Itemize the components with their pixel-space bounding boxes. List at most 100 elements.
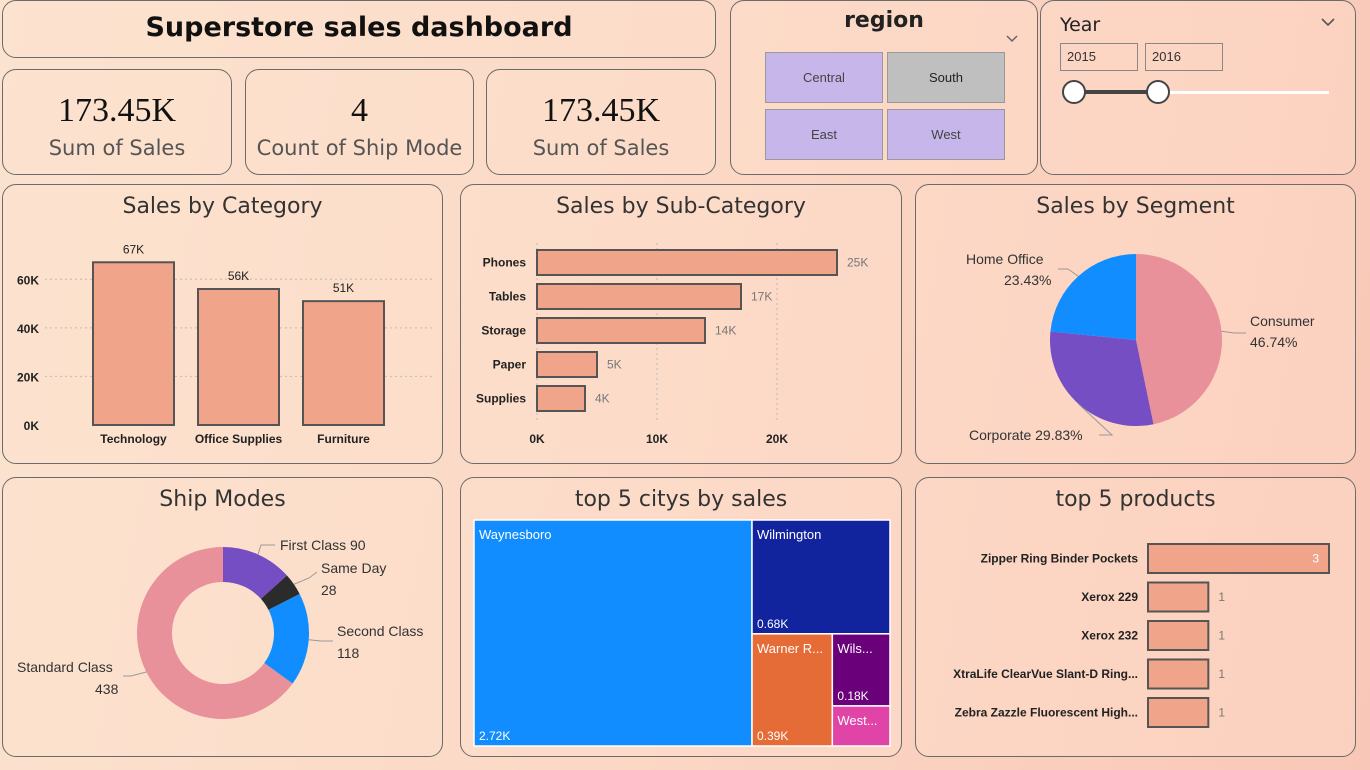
bar xyxy=(92,261,175,426)
kpi-card-sum-of-sales-2: 173.45K Sum of Sales xyxy=(486,69,716,175)
leader-line xyxy=(308,639,333,642)
chart-title: Sales by Category xyxy=(122,194,323,219)
year-start-input[interactable]: 2015 xyxy=(1060,43,1138,71)
top-cities-treemap: Waynesboro 2.72K Wilmington 0.68K Warner R..… xyxy=(473,519,891,747)
bar xyxy=(536,283,742,310)
bar xyxy=(1147,658,1210,690)
region-option-central[interactable]: Central xyxy=(765,52,883,103)
x-tick-label: 20K xyxy=(766,432,788,446)
ship-modes-chart: First Class 90 Same Day 28 Second Class 118 S… xyxy=(17,537,423,719)
sales-by-segment-card: Sales by Segment Consumer 46.74% Corporate… xyxy=(915,184,1356,464)
data-label: 14K xyxy=(715,324,736,338)
data-label: 5K xyxy=(607,358,622,372)
data-label: 1 xyxy=(1218,706,1225,720)
ship-modes-card: Ship Modes First Class 90 Same Day 28 Secon… xyxy=(2,477,443,757)
bar xyxy=(536,249,838,276)
treemap-tile xyxy=(831,633,891,707)
chart-title: Sales by Sub-Category xyxy=(556,194,806,219)
tile-label: Waynesboro xyxy=(479,527,552,542)
y-tick-label: Tables xyxy=(489,290,526,304)
y-tick-label: Xerox 232 xyxy=(1081,629,1138,643)
bar xyxy=(1147,697,1210,728)
x-tick-label: Furniture xyxy=(317,432,370,446)
tile-value: 2.72K xyxy=(479,729,510,743)
data-label: 25K xyxy=(847,256,868,270)
tile-value: 0.68K xyxy=(757,617,788,631)
sales-by-subcategory-chart: 0K 10K 20K Phones 25K Tables 17K Storage 14K Pape… xyxy=(476,243,868,446)
region-option-east[interactable]: East xyxy=(765,109,883,160)
year-slider-start-handle[interactable] xyxy=(1062,80,1086,104)
data-label: 1 xyxy=(1218,590,1225,604)
y-tick-label: 20K xyxy=(17,370,39,384)
sales-by-subcategory-card: Sales by Sub-Category 0K 10K 20K Phones 25K T… xyxy=(460,184,902,464)
y-tick-label: Xerox 229 xyxy=(1081,590,1138,604)
kpi-label: Sum of Sales xyxy=(48,136,186,160)
x-tick-label: Office Supplies xyxy=(195,432,283,446)
x-tick-label: Technology xyxy=(100,432,167,446)
y-tick-label: Supplies xyxy=(476,392,526,406)
leader-line xyxy=(257,544,275,555)
bar xyxy=(1147,620,1210,651)
chevron-down-icon[interactable] xyxy=(1005,31,1019,45)
region-option-south[interactable]: South xyxy=(887,52,1005,103)
kpi-value: 4 xyxy=(351,92,368,129)
bar xyxy=(197,288,280,426)
y-tick-label: XtraLife ClearVue Slant-D Ring... xyxy=(953,667,1138,681)
bar xyxy=(536,317,706,344)
chevron-down-icon[interactable] xyxy=(1320,14,1336,30)
year-slicer-title: Year xyxy=(1060,14,1101,36)
y-tick-label: Paper xyxy=(493,358,527,372)
slice-label: 438 xyxy=(95,681,119,697)
kpi-label: Count of Ship Mode xyxy=(256,136,463,160)
page-title: Superstore sales dashboard xyxy=(145,12,573,43)
bar xyxy=(302,300,385,426)
year-slider-end-handle[interactable] xyxy=(1146,80,1170,104)
tile-value: 0.39K xyxy=(757,729,788,743)
data-label: 56K xyxy=(228,269,249,283)
bar xyxy=(1147,543,1330,574)
slice-label: Standard Class xyxy=(17,659,113,675)
tile-label: West... xyxy=(837,713,877,728)
data-label: 1 xyxy=(1218,667,1225,681)
y-tick-label: 0K xyxy=(24,419,40,433)
donut-slice xyxy=(264,593,309,684)
treemap-tile xyxy=(751,519,891,635)
slice-label: 28 xyxy=(321,582,337,598)
leader-line xyxy=(1058,268,1079,277)
leader-line xyxy=(293,571,318,585)
region-slicer-title: region xyxy=(844,8,924,33)
sales-by-segment-chart: Consumer 46.74% Corporate 29.83% Home Offic… xyxy=(966,251,1315,443)
data-label: 4K xyxy=(595,392,610,406)
x-tick-label: 0K xyxy=(529,432,545,446)
slice-label: Second Class xyxy=(337,623,423,639)
chart-title: Ship Modes xyxy=(159,487,286,512)
top-cities-card: top 5 citys by sales Waynesboro 2.72K Wilm… xyxy=(460,477,902,757)
sales-by-category-chart: 0K 20K 40K 60K 67K Technology 56K Office Suppli… xyxy=(17,242,435,446)
tile-label: Wilmington xyxy=(757,527,821,542)
region-option-west[interactable]: West xyxy=(887,109,1005,160)
slice-label: Home Office xyxy=(966,251,1044,267)
slice-label: 46.74% xyxy=(1250,334,1297,350)
kpi-card-sum-of-sales: 173.45K Sum of Sales xyxy=(2,69,232,175)
donut-slice xyxy=(223,547,287,599)
donut-slice xyxy=(137,547,293,719)
year-slider-track[interactable] xyxy=(1075,91,1329,94)
data-label: 3 xyxy=(1312,552,1319,566)
y-tick-label: Zebra Zazzle Fluorescent High... xyxy=(955,706,1138,720)
y-tick-label: Storage xyxy=(481,324,526,338)
year-end-input[interactable]: 2016 xyxy=(1145,43,1223,71)
leader-line xyxy=(123,671,147,677)
data-label: 51K xyxy=(333,281,354,295)
data-label: 1 xyxy=(1218,629,1225,643)
region-slicer: region Central South East West xyxy=(730,0,1038,175)
bar xyxy=(536,385,586,412)
bar xyxy=(536,351,598,378)
treemap-tile xyxy=(473,519,753,747)
x-tick-label: 10K xyxy=(646,432,668,446)
tile-label: Wils... xyxy=(837,641,872,656)
leader-line xyxy=(1221,330,1246,334)
data-label: 17K xyxy=(751,290,772,304)
chart-title: top 5 products xyxy=(1055,487,1216,512)
slice-label: First Class 90 xyxy=(280,537,366,553)
slice-label: 23.43% xyxy=(1004,272,1051,288)
